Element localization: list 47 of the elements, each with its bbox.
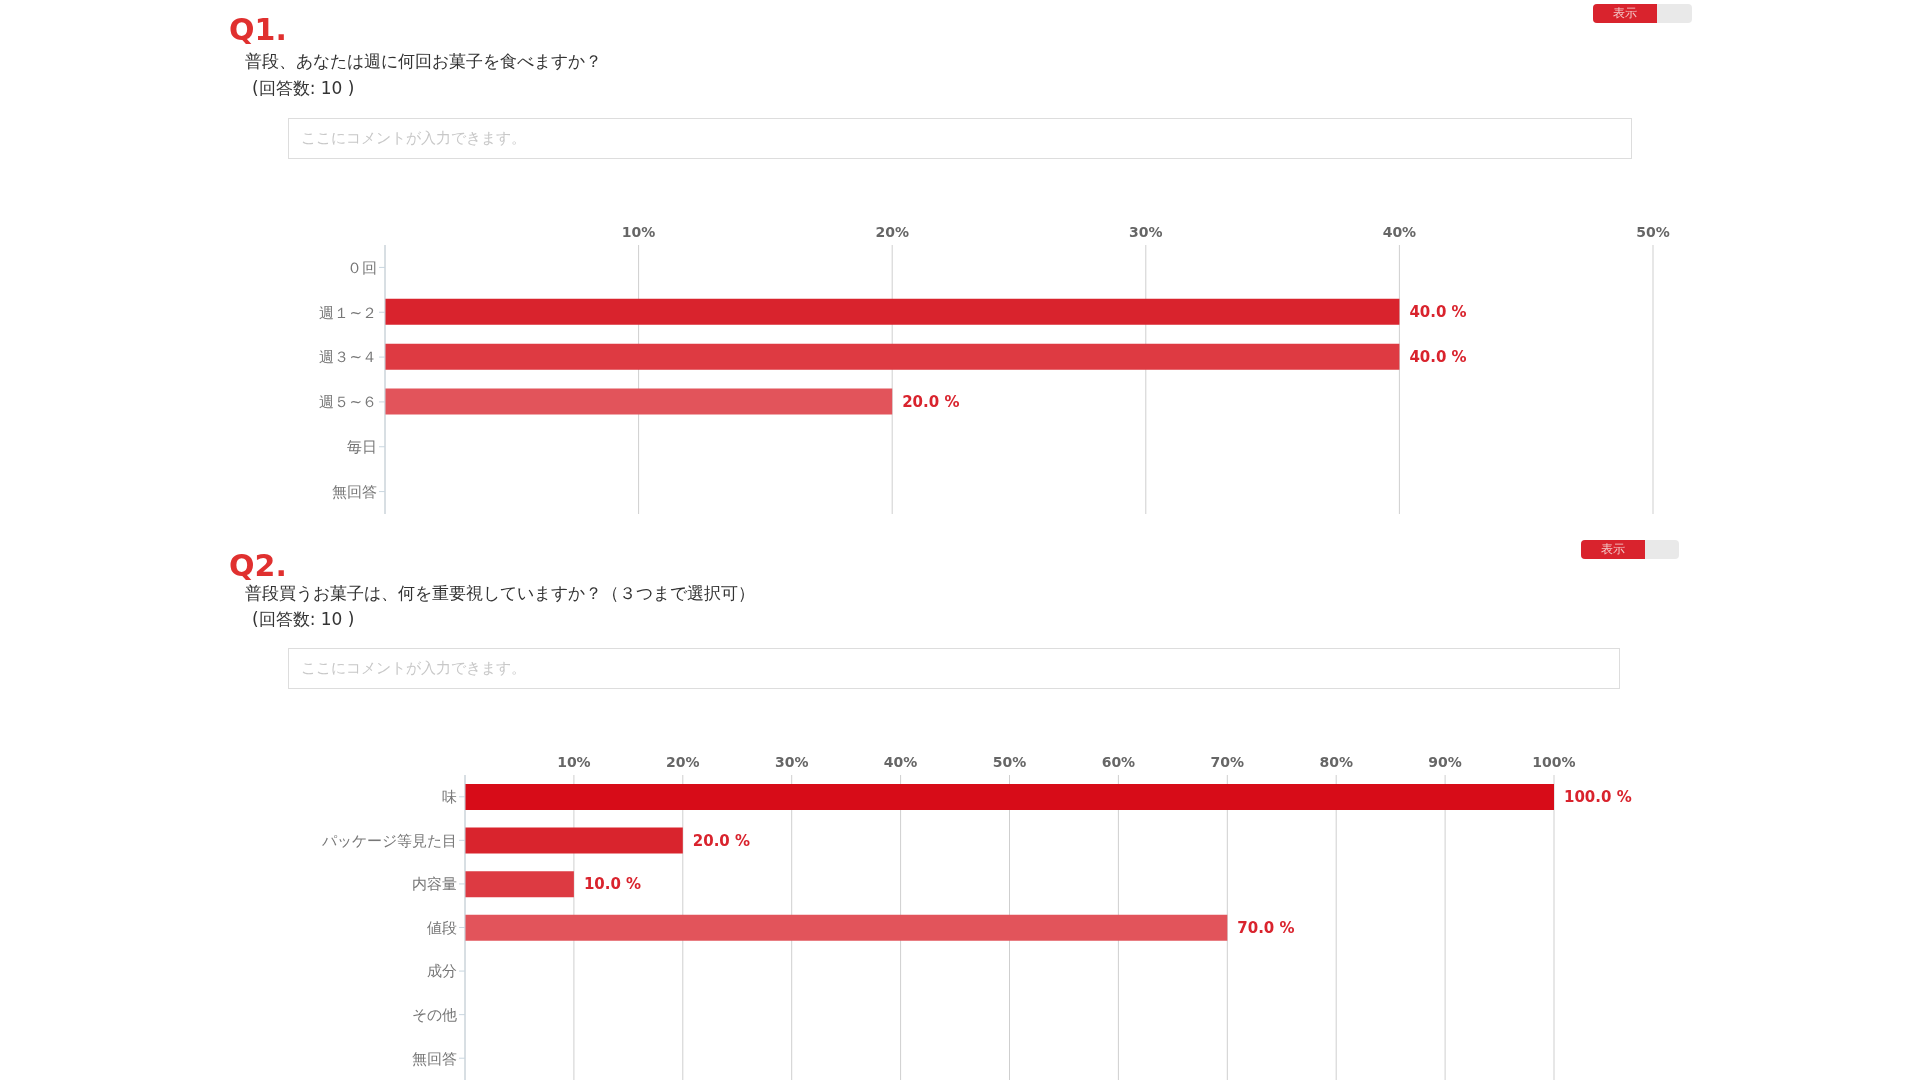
y-tick-label: その他	[412, 1005, 457, 1024]
y-tick-label: 週１~２	[319, 303, 377, 322]
data-label: 20.0 %	[902, 392, 960, 411]
bar	[465, 784, 1554, 810]
x-tick-label: 10%	[621, 224, 656, 240]
x-tick-label: 50%	[1636, 224, 1670, 240]
y-tick-label: 毎日	[347, 438, 377, 457]
chart-subtitle: 普段買うお菓子は、何を重要視していますか？（３つまで選択可）	[245, 583, 755, 603]
x-tick-label: 20%	[875, 224, 909, 240]
toggle-switch: 表示	[1581, 540, 1679, 559]
x-tick-label: 60%	[1101, 754, 1136, 770]
y-tick-label: 週３~４	[319, 348, 377, 367]
x-tick-label: 40%	[883, 754, 918, 770]
x-tick-label: 30%	[774, 754, 809, 770]
bar	[465, 827, 683, 854]
x-tick-label: 30%	[1129, 224, 1163, 240]
x-tick-label: 100%	[1532, 754, 1576, 770]
data-label: 70.0 %	[1237, 918, 1295, 937]
data-label: 100.0 %	[1564, 788, 1632, 807]
data-label: 40.0 %	[1409, 347, 1467, 366]
x-tick-label: 20%	[666, 754, 700, 770]
y-tick-label: 味	[442, 788, 457, 807]
y-tick-label: 内容量	[412, 875, 457, 894]
x-tick-label: 90%	[1428, 754, 1462, 770]
bar	[465, 914, 1228, 941]
chart-subtitle: 普段、あなたは週に何回お菓子を食べますか？	[245, 51, 602, 71]
toggle-switch: 表示	[1593, 4, 1692, 23]
chart-title: Q2.	[229, 548, 287, 583]
bar	[465, 871, 574, 898]
data-label: 40.0 %	[1409, 303, 1467, 322]
y-tick-label: 値段	[427, 918, 457, 937]
text: (回答数: 10 )	[252, 78, 355, 98]
x-tick-label: 80%	[1319, 754, 1353, 770]
y-tick-label: 無回答	[332, 482, 377, 501]
x-tick-label: 10%	[557, 754, 591, 770]
chart-title: Q1.	[229, 12, 287, 47]
y-tick-label: 週５~６	[319, 393, 377, 412]
x-tick-label: 70%	[1210, 754, 1245, 770]
data-label: 20.0 %	[692, 831, 751, 850]
x-tick-label: 40%	[1382, 224, 1417, 240]
text: (回答数: 10 )	[252, 609, 355, 629]
y-tick-label: 成分	[427, 962, 457, 981]
y-tick-label: 無回答	[412, 1049, 457, 1068]
y-tick-label: ０回	[347, 258, 377, 277]
y-tick-label: パッケージ等見た目	[321, 831, 457, 850]
x-tick-label: 50%	[992, 754, 1027, 770]
data-label: 10.0 %	[583, 875, 642, 894]
